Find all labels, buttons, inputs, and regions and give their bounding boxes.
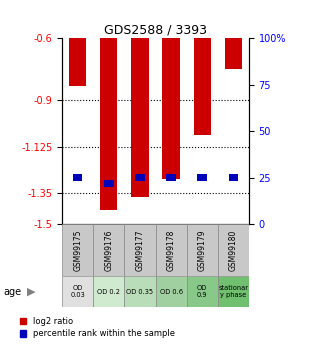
Text: OD
0.9: OD 0.9 [197, 285, 207, 298]
Bar [218, 276, 249, 307]
Title: GDS2588 / 3393: GDS2588 / 3393 [104, 24, 207, 37]
Bar [197, 175, 207, 181]
Legend: log2 ratio, percentile rank within the sample: log2 ratio, percentile rank within the s… [20, 317, 175, 338]
Text: ▶: ▶ [27, 287, 35, 296]
Text: GSM99177: GSM99177 [136, 229, 144, 271]
Text: stationar
y phase: stationar y phase [218, 285, 248, 298]
Bar [229, 175, 238, 181]
Text: GSM99179: GSM99179 [198, 229, 207, 271]
Text: OD
0.03: OD 0.03 [70, 285, 85, 298]
Bar [73, 175, 82, 181]
Bar [166, 175, 176, 181]
Bar [69, 38, 86, 86]
Bar [62, 224, 93, 276]
Text: GSM99176: GSM99176 [104, 229, 113, 271]
Bar [193, 38, 211, 135]
Bar [104, 180, 114, 187]
Bar [93, 224, 124, 276]
Text: OD 0.2: OD 0.2 [97, 288, 120, 295]
Text: age: age [3, 287, 21, 296]
Text: OD 0.35: OD 0.35 [126, 288, 154, 295]
Text: GSM99175: GSM99175 [73, 229, 82, 271]
Bar [218, 224, 249, 276]
Bar [156, 276, 187, 307]
Bar [187, 224, 218, 276]
Text: OD 0.6: OD 0.6 [160, 288, 183, 295]
Bar [100, 38, 118, 210]
Bar [124, 276, 156, 307]
Bar [225, 38, 242, 69]
Bar [162, 38, 180, 179]
Bar [187, 276, 218, 307]
Bar [62, 276, 93, 307]
Text: GSM99180: GSM99180 [229, 229, 238, 271]
Bar [93, 276, 124, 307]
Text: GSM99178: GSM99178 [167, 229, 175, 271]
Bar [156, 224, 187, 276]
Bar [132, 38, 149, 197]
Bar [124, 224, 156, 276]
Bar [135, 175, 145, 181]
